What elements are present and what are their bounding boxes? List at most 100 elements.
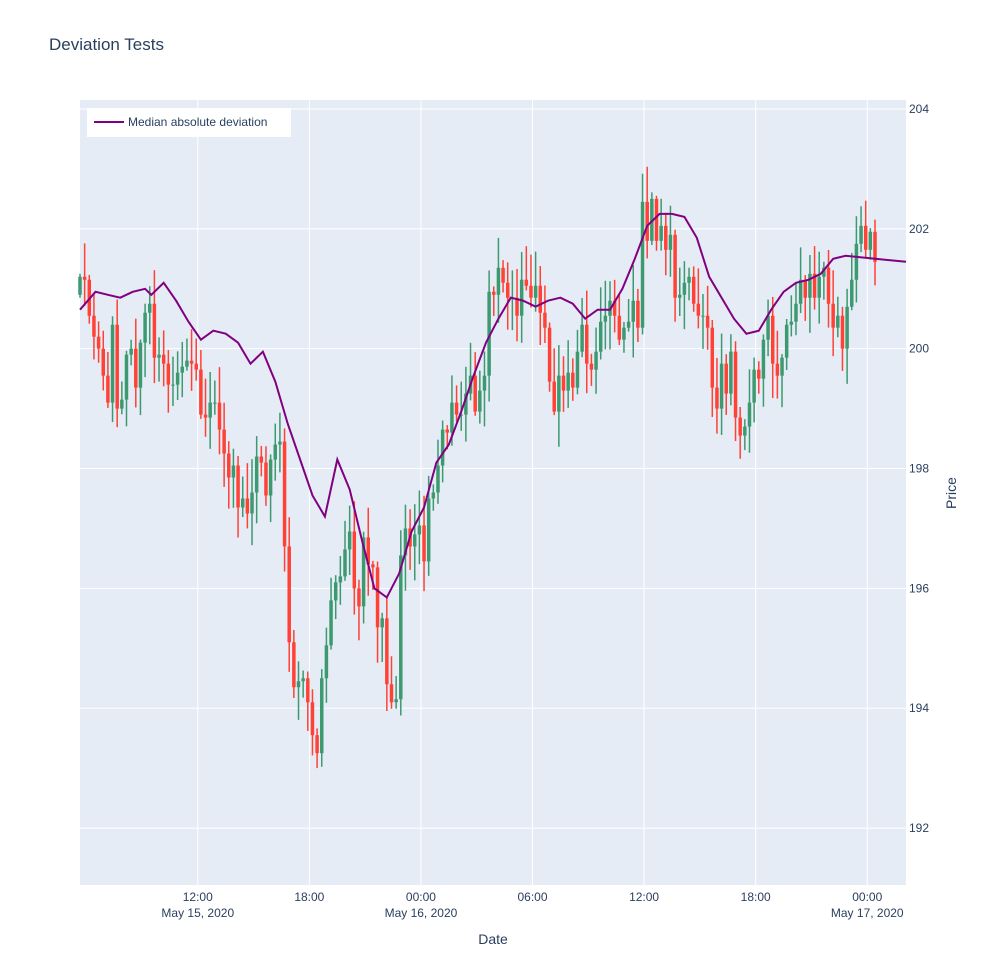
candle — [273, 423, 278, 481]
candle — [775, 330, 780, 399]
candle-body — [222, 429, 226, 454]
candle-body — [552, 381, 556, 412]
candle-body — [580, 324, 584, 352]
candle — [831, 270, 835, 357]
candle-body — [445, 429, 450, 433]
candle — [561, 356, 566, 412]
candle — [850, 252, 854, 311]
candle — [120, 381, 124, 415]
legend-label-mad: Median absolute deviation — [128, 115, 267, 129]
candle — [859, 206, 863, 253]
candle — [794, 283, 798, 336]
candle — [82, 243, 87, 307]
candle-body — [770, 315, 775, 364]
y-tick-label: 202 — [909, 222, 929, 236]
candle — [738, 407, 742, 459]
candle — [412, 504, 417, 581]
candle-body — [426, 498, 431, 562]
candle — [240, 476, 245, 518]
candle — [668, 205, 673, 277]
candle — [422, 495, 426, 592]
candle — [789, 295, 794, 337]
candle — [366, 507, 370, 596]
candle — [343, 520, 347, 581]
candle-body — [515, 297, 519, 316]
candle-body — [845, 306, 849, 349]
candle-body — [784, 324, 789, 358]
candle-body — [822, 267, 826, 277]
candle — [287, 517, 291, 672]
candle-body — [115, 324, 119, 409]
x-tick-label: 12:00 — [629, 890, 659, 904]
candle — [254, 436, 259, 524]
candle-body — [450, 402, 454, 433]
candle-body — [715, 387, 719, 409]
candle-body — [677, 294, 682, 298]
candle-body — [496, 267, 501, 295]
candle — [296, 661, 301, 720]
candle-body — [561, 375, 566, 391]
candle-body — [454, 402, 459, 415]
candle — [96, 321, 101, 363]
candle — [268, 454, 273, 523]
candle-body — [766, 315, 770, 340]
candle-body — [385, 618, 389, 685]
candle — [770, 296, 775, 399]
candle-body — [482, 375, 487, 391]
candle — [380, 612, 384, 663]
candle — [547, 322, 552, 392]
candle-body — [733, 351, 738, 418]
candle-body — [161, 354, 166, 364]
candle — [617, 295, 622, 346]
candle-body — [761, 339, 766, 379]
candle-body — [533, 285, 538, 298]
candle-body — [794, 303, 798, 322]
candle-body — [478, 390, 482, 412]
candle — [78, 273, 82, 298]
candle — [766, 299, 770, 357]
candle-body — [803, 279, 808, 298]
candle-body — [134, 348, 138, 388]
candle-body — [306, 678, 310, 703]
candle-body — [347, 531, 352, 550]
candle-body — [747, 402, 752, 427]
candle — [357, 579, 361, 641]
candle — [826, 249, 831, 328]
candle-body — [836, 315, 840, 328]
mad-line-layer — [79, 212, 907, 599]
candle — [189, 329, 194, 391]
candle — [664, 212, 668, 276]
candle-body — [798, 279, 803, 304]
candle — [677, 267, 682, 316]
candle-body — [850, 279, 854, 307]
candle — [603, 280, 608, 350]
candle — [194, 338, 198, 381]
candle-body — [110, 324, 115, 403]
candle — [743, 419, 747, 451]
candle — [585, 290, 589, 394]
y-tick-label: 200 — [909, 342, 929, 356]
candle — [250, 459, 254, 546]
candle — [505, 262, 510, 330]
candle — [626, 298, 631, 332]
candle-body — [738, 417, 742, 436]
candle — [185, 338, 189, 371]
candle — [259, 445, 264, 477]
candle — [598, 287, 603, 360]
legend[interactable]: Median absolute deviation — [87, 108, 291, 137]
candle — [166, 350, 171, 413]
candle-body — [743, 426, 747, 436]
candle — [733, 341, 738, 442]
candle — [854, 216, 859, 303]
candle — [566, 340, 570, 408]
candle-body — [859, 225, 863, 244]
candle — [803, 275, 808, 321]
candle — [659, 198, 663, 251]
candle-body — [631, 300, 635, 322]
candle — [501, 260, 505, 293]
candle — [143, 303, 147, 378]
candle-body — [227, 453, 231, 478]
candle-body — [278, 441, 282, 445]
x-tick-label: 12:00 — [183, 890, 213, 904]
